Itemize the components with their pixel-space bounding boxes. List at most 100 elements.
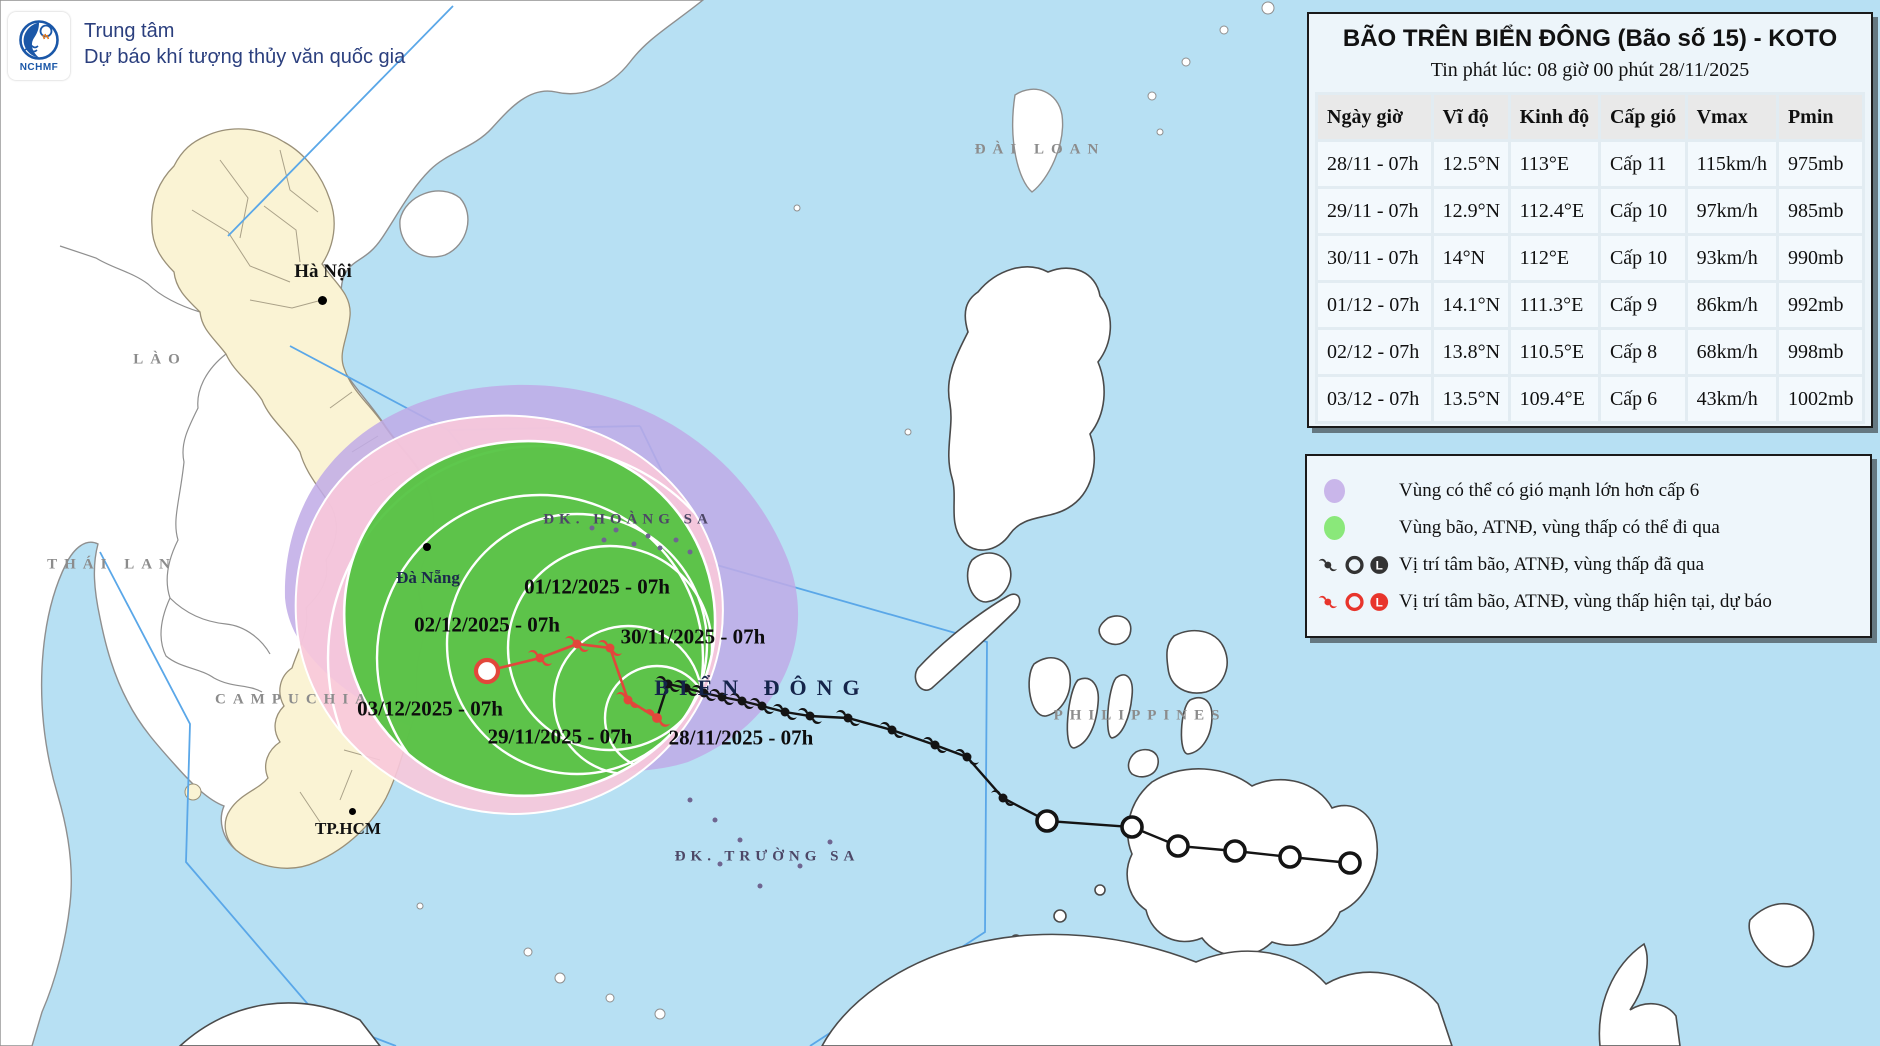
legend-storm-symbols-icon: L xyxy=(1307,589,1399,615)
storm-path-zone-green xyxy=(342,439,717,798)
table-cell: 112.4°E xyxy=(1507,186,1601,236)
table-cell: 112°E xyxy=(1507,233,1601,283)
table-cell: 985mb xyxy=(1775,186,1866,236)
table-cell: 12.5°N xyxy=(1430,139,1511,189)
column-header: Cấp gió xyxy=(1597,92,1688,142)
legend-label: Vị trí tâm bão, ATNĐ, vùng thấp hiện tại… xyxy=(1399,590,1772,612)
country-borders xyxy=(59,245,271,693)
table-cell: 13.8°N xyxy=(1430,327,1511,377)
place-label: ĐÀI LOAN xyxy=(974,141,1106,158)
legend-item: Vùng có thể có gió mạnh lớn hơn cấp 6 xyxy=(1307,472,1870,509)
table-cell: Cấp 10 xyxy=(1597,233,1688,283)
organization-name: Trung tâm Dự báo khí tượng thủy văn quốc… xyxy=(84,12,405,70)
legend-item: L Vị trí tâm bão, ATNĐ, vùng thấp đã qua xyxy=(1307,546,1870,583)
track-date-label: 02/12/2025 - 07h xyxy=(414,612,560,637)
table-row: 28/11 - 07h 12.5°N 113°E Cấp 11 115km/h 975mb xyxy=(1315,139,1866,189)
storm-forecast-table: Ngày giờ Vĩ độ Kinh độ Cấp gió Vmax Pmin 28/1… xyxy=(1315,92,1866,424)
past-track xyxy=(655,675,1362,875)
storm-info-panel: BÃO TRÊN BIỂN ĐÔNG (Bão số 15) - KOTO Ti… xyxy=(1307,12,1873,428)
column-header: Kinh độ xyxy=(1507,92,1601,142)
table-cell: 113°E xyxy=(1507,139,1601,189)
table-row: 03/12 - 07h 13.5°N 109.4°E Cấp 6 43km/h 1002m… xyxy=(1315,374,1866,424)
legend-zone-dot-icon xyxy=(1307,515,1399,540)
table-cell: 14.1°N xyxy=(1430,280,1511,330)
place-label: Hà Nội xyxy=(294,261,352,282)
brand-header: NCHMF Trung tâm Dự báo khí tượng thủy vă… xyxy=(8,12,405,80)
svg-text:L: L xyxy=(1376,558,1383,572)
table-cell: 97km/h xyxy=(1684,186,1779,236)
legend-item: L Vị trí tâm bão, ATNĐ, vùng thấp hiện tạ… xyxy=(1307,583,1870,620)
nchmf-logo[interactable]: NCHMF xyxy=(8,12,70,80)
column-header: Ngày giờ xyxy=(1315,92,1434,142)
nchmf-logo-text: NCHMF xyxy=(19,62,59,73)
track-date-label: 30/11/2025 - 07h xyxy=(620,624,766,649)
table-cell: 111.3°E xyxy=(1507,280,1601,330)
table-cell: Cấp 11 xyxy=(1597,139,1688,189)
nchmf-logo-icon xyxy=(19,20,59,60)
table-cell: 109.4°E xyxy=(1507,374,1601,424)
table-row: 29/11 - 07h 12.9°N 112.4°E Cấp 10 97km/h 985m… xyxy=(1315,186,1866,236)
table-cell: 975mb xyxy=(1775,139,1866,189)
table-cell: 12.9°N xyxy=(1430,186,1511,236)
table-cell: 990mb xyxy=(1775,233,1866,283)
table-cell: 28/11 - 07h xyxy=(1315,139,1434,189)
table-cell: Cấp 10 xyxy=(1597,186,1688,236)
column-header: Pmin xyxy=(1775,92,1866,142)
table-cell: 110.5°E xyxy=(1507,327,1601,377)
legend-label: Vị trí tâm bão, ATNĐ, vùng thấp đã qua xyxy=(1399,553,1705,575)
table-cell: 30/11 - 07h xyxy=(1315,233,1434,283)
place-label: THÁI LAN xyxy=(47,556,177,573)
table-cell: 14°N xyxy=(1430,233,1511,283)
track-date-label: 03/12/2025 - 07h xyxy=(357,696,503,721)
place-label: PHILIPPINES xyxy=(1053,707,1227,724)
legend-panel: Vùng có thể có gió mạnh lớn hơn cấp 6 Vùn… xyxy=(1305,454,1872,638)
place-label: LÀO xyxy=(133,351,187,368)
danang-dot xyxy=(423,543,431,551)
landmass-philippines xyxy=(914,266,1378,963)
table-cell: 115km/h xyxy=(1684,139,1779,189)
table-cell: Cấp 6 xyxy=(1597,374,1688,424)
place-label: ĐK. HOÀNG SA xyxy=(543,511,713,528)
table-row: 01/12 - 07h 14.1°N 111.3°E Cấp 9 86km/h 992mb xyxy=(1315,280,1866,330)
table-cell: 992mb xyxy=(1775,280,1866,330)
legend-storm-symbols-icon: L xyxy=(1307,552,1399,578)
track-date-label: 29/11/2025 - 07h xyxy=(487,724,633,749)
org-line1: Trung tâm xyxy=(84,20,175,42)
table-cell: 03/12 - 07h xyxy=(1315,374,1434,424)
table-cell: 93km/h xyxy=(1684,233,1779,283)
legend-label: Vùng có thể có gió mạnh lớn hơn cấp 6 xyxy=(1399,479,1700,501)
table-cell: 86km/h xyxy=(1684,280,1779,330)
place-label: BIỂN ĐÔNG xyxy=(654,675,870,700)
landmass-borneo xyxy=(178,902,1815,1046)
track-date-label: 28/11/2025 - 07h xyxy=(668,725,814,750)
table-row: 02/12 - 07h 13.8°N 110.5°E Cấp 8 68km/h 998mb xyxy=(1315,327,1866,377)
column-header: Vĩ độ xyxy=(1430,92,1511,142)
table-header-row: Ngày giờ Vĩ độ Kinh độ Cấp gió Vmax Pmin xyxy=(1315,92,1866,142)
table-cell: 02/12 - 07h xyxy=(1315,327,1434,377)
column-header: Vmax xyxy=(1684,92,1779,142)
table-row: 30/11 - 07h 14°N 112°E Cấp 10 93km/h 990mb xyxy=(1315,233,1866,283)
hanoi-dot xyxy=(318,296,327,305)
legend-zone-dot-icon xyxy=(1307,478,1399,503)
legend-items: Vùng có thể có gió mạnh lớn hơn cấp 6 Vùn… xyxy=(1307,456,1870,620)
paracel-spratly-islets xyxy=(589,525,833,889)
place-label: ĐK. TRƯỜNG SA xyxy=(674,848,860,865)
table-cell: 29/11 - 07h xyxy=(1315,186,1434,236)
tphcm-dot xyxy=(349,808,356,815)
forecast-track xyxy=(473,635,671,727)
place-label: Đà Nẵng xyxy=(396,568,460,587)
table-cell: 13.5°N xyxy=(1430,374,1511,424)
table-cell: 68km/h xyxy=(1684,327,1779,377)
table-cell: 998mb xyxy=(1775,327,1866,377)
track-date-label: 01/12/2025 - 07h xyxy=(524,574,670,599)
table-cell: 01/12 - 07h xyxy=(1315,280,1434,330)
svg-text:L: L xyxy=(1376,595,1383,609)
storm-issued-time: Tin phát lúc: 08 giờ 00 phút 28/11/2025 xyxy=(1430,59,1750,81)
legend-label: Vùng bão, ATNĐ, vùng thấp có thể đi qua xyxy=(1399,516,1720,538)
place-label: TP.HCM xyxy=(315,819,381,838)
org-line2: Dự báo khí tượng thủy văn quốc gia xyxy=(84,46,406,68)
storm-title: BÃO TRÊN BIỂN ĐÔNG (Bão số 15) - KOTO xyxy=(1342,25,1838,52)
small-islands xyxy=(416,1,1275,1020)
table-cell: 1002mb xyxy=(1775,374,1866,424)
